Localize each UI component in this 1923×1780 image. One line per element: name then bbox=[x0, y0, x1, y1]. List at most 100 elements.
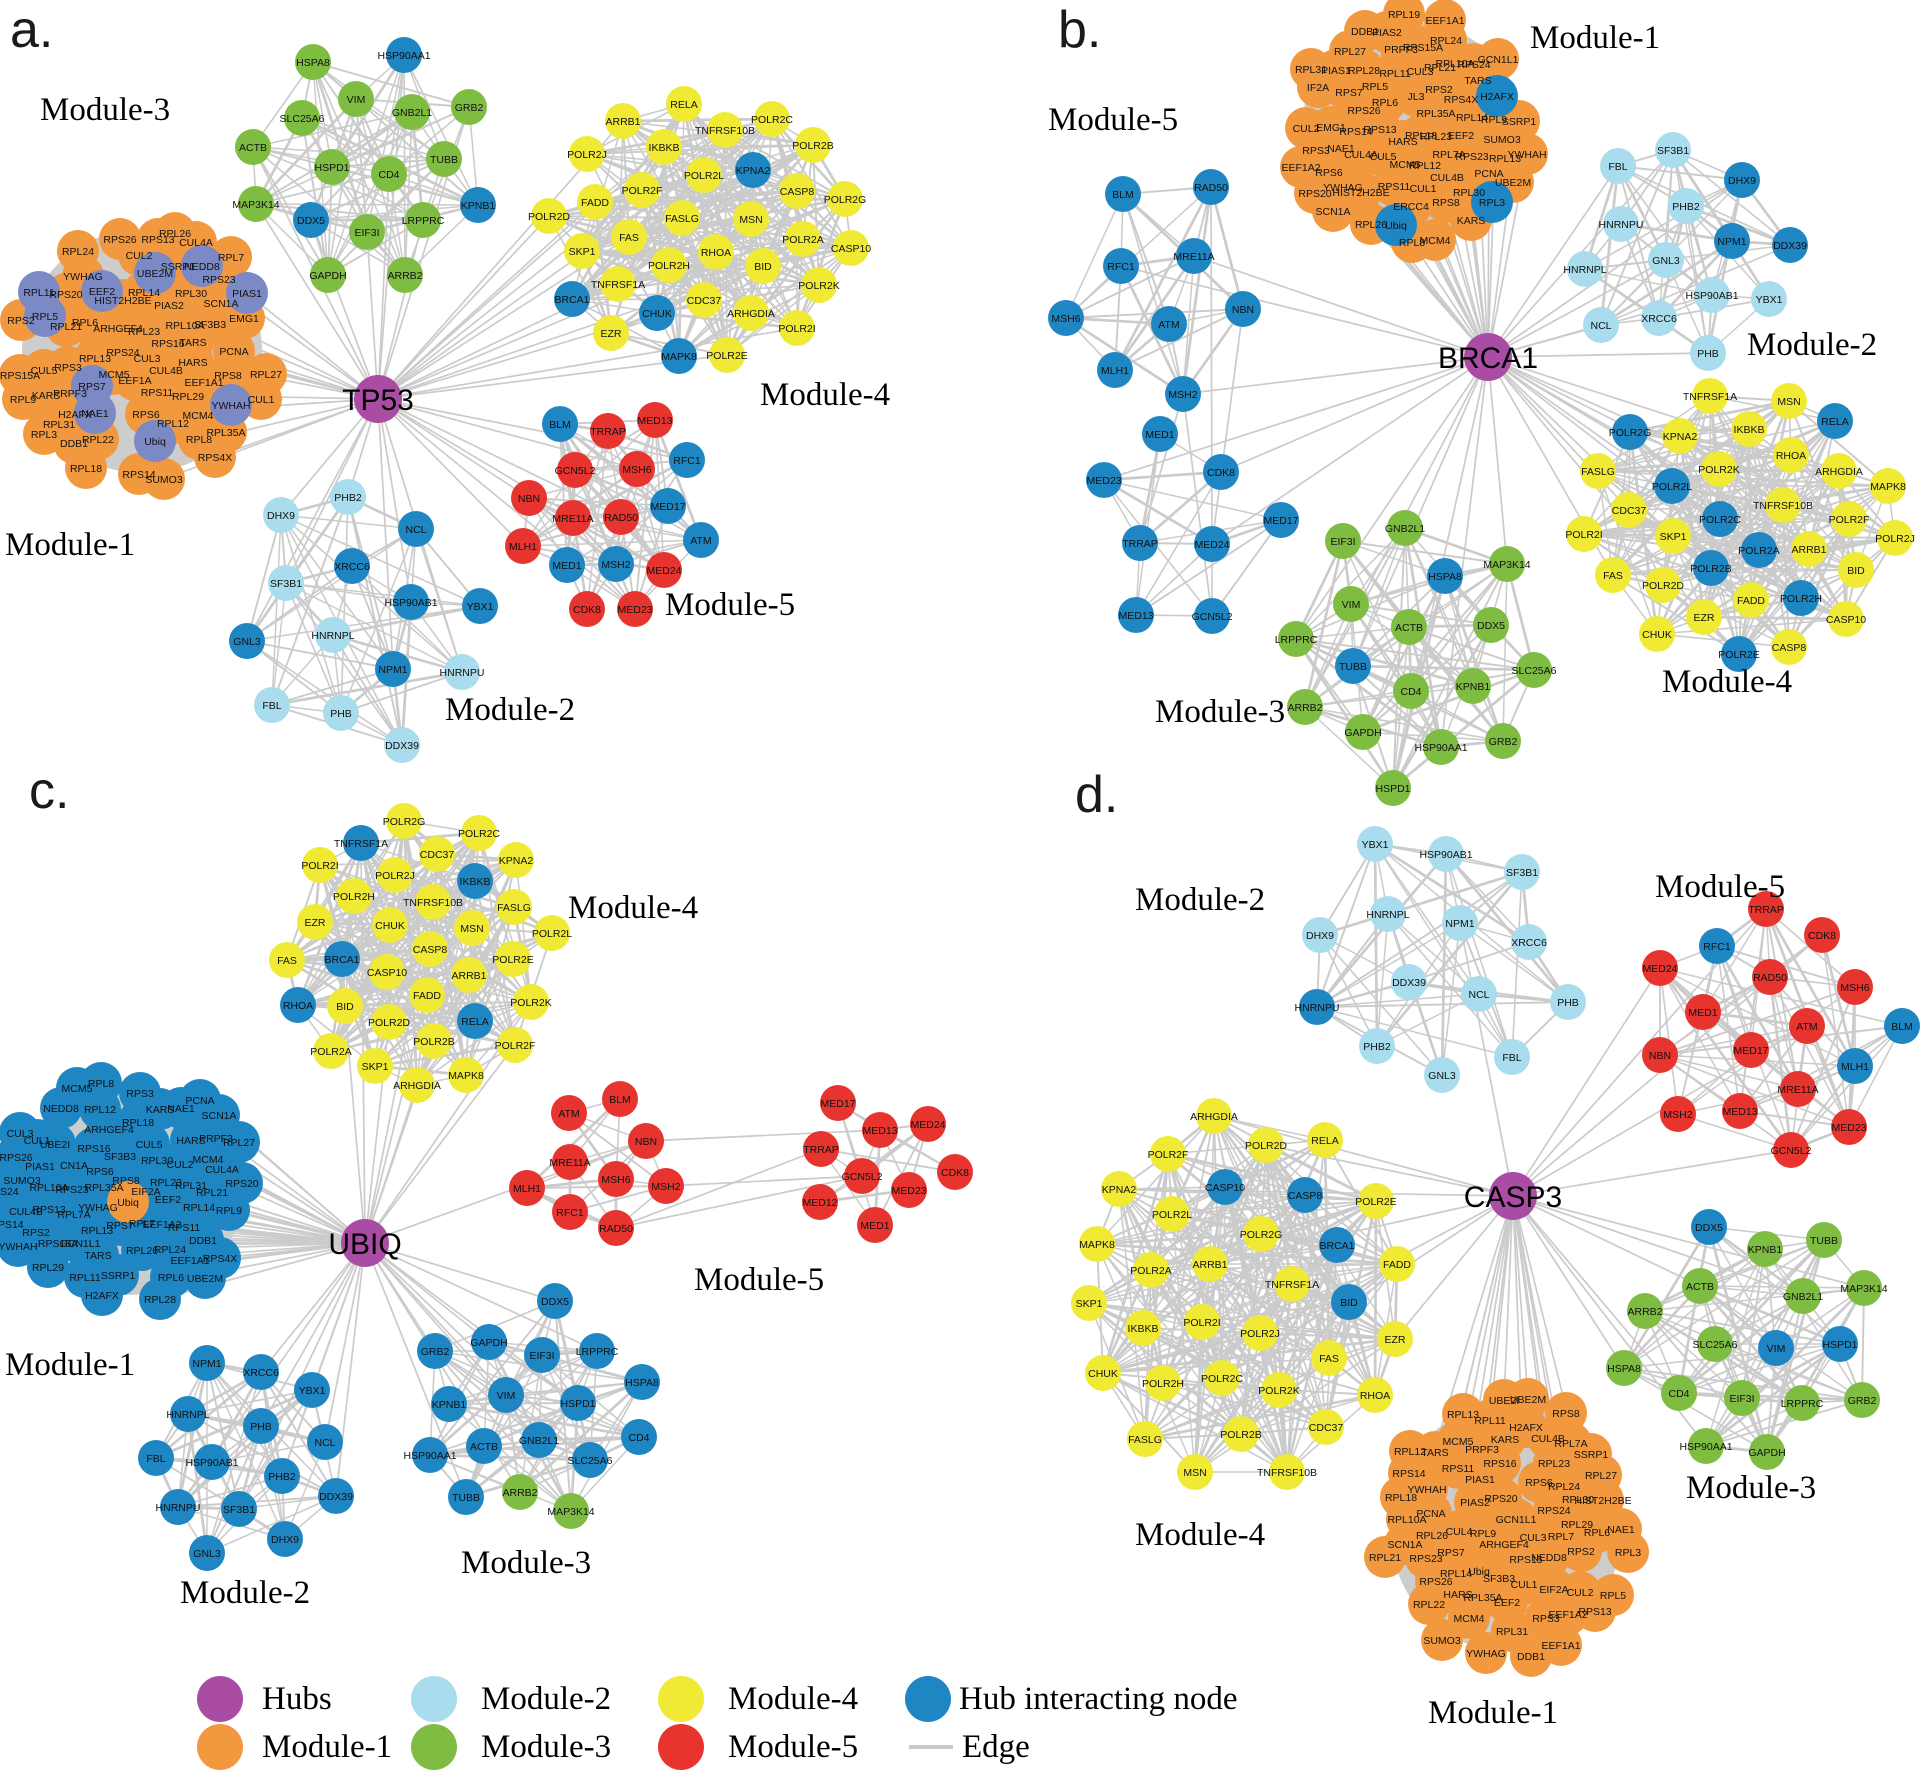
svg-text:ARHGDIA: ARHGDIA bbox=[1815, 466, 1863, 478]
svg-text:FBL: FBL bbox=[146, 1453, 165, 1465]
svg-text:RPS8: RPS8 bbox=[214, 370, 242, 382]
svg-text:HNRNPL: HNRNPL bbox=[166, 1409, 209, 1421]
svg-text:YWHAG: YWHAG bbox=[63, 271, 103, 283]
svg-text:GCN5L2: GCN5L2 bbox=[555, 465, 596, 477]
svg-text:RPL30: RPL30 bbox=[175, 288, 207, 300]
svg-text:c.: c. bbox=[29, 762, 69, 820]
svg-text:CDC37: CDC37 bbox=[687, 295, 722, 307]
svg-text:RPS4X: RPS4X bbox=[198, 452, 232, 464]
svg-text:Module-5: Module-5 bbox=[1655, 869, 1785, 905]
svg-text:RPS14: RPS14 bbox=[1339, 126, 1372, 138]
svg-text:RPL18: RPL18 bbox=[70, 463, 102, 475]
svg-text:TNFRSF1A: TNFRSF1A bbox=[334, 838, 388, 850]
svg-text:CUL2: CUL2 bbox=[126, 250, 153, 262]
svg-text:POLR2A: POLR2A bbox=[310, 1046, 351, 1058]
svg-text:RPL19: RPL19 bbox=[1388, 9, 1420, 21]
svg-text:PIAS1: PIAS1 bbox=[25, 1161, 55, 1173]
svg-text:RPL24: RPL24 bbox=[62, 246, 94, 258]
svg-text:ERCC4: ERCC4 bbox=[1393, 201, 1429, 213]
svg-text:RPL6: RPL6 bbox=[72, 317, 98, 329]
svg-text:HSPD1: HSPD1 bbox=[314, 162, 349, 174]
svg-text:TUBB: TUBB bbox=[1339, 661, 1367, 673]
svg-text:CUL4B: CUL4B bbox=[1430, 172, 1464, 184]
svg-text:FADD: FADD bbox=[1737, 595, 1765, 607]
svg-text:POLR2H: POLR2H bbox=[333, 891, 375, 903]
svg-text:POLR2D: POLR2D bbox=[368, 1017, 410, 1029]
svg-text:RPS3: RPS3 bbox=[1302, 145, 1330, 157]
svg-text:RELA: RELA bbox=[461, 1016, 488, 1028]
svg-text:PRPF3: PRPF3 bbox=[199, 1133, 233, 1145]
svg-text:RPS13: RPS13 bbox=[1363, 124, 1396, 136]
svg-text:CASP8: CASP8 bbox=[780, 186, 815, 198]
svg-text:EIF3I: EIF3I bbox=[1330, 536, 1355, 548]
svg-text:HSPD1: HSPD1 bbox=[560, 1398, 595, 1410]
svg-text:UBIQ: UBIQ bbox=[328, 1228, 401, 1261]
svg-text:Module-4: Module-4 bbox=[760, 377, 890, 413]
svg-text:CD4: CD4 bbox=[378, 169, 399, 181]
svg-text:HSPA8: HSPA8 bbox=[1428, 571, 1462, 583]
svg-text:RPL9: RPL9 bbox=[1470, 1528, 1496, 1540]
svg-text:TRRAP: TRRAP bbox=[803, 1144, 839, 1156]
svg-text:RPS16: RPS16 bbox=[151, 338, 184, 350]
svg-text:H2AFX: H2AFX bbox=[1509, 1422, 1543, 1434]
svg-text:EEF2: EEF2 bbox=[89, 286, 115, 298]
svg-text:RPL29: RPL29 bbox=[1561, 1519, 1593, 1531]
svg-text:TRRAP: TRRAP bbox=[1122, 538, 1158, 550]
svg-text:EIF2A: EIF2A bbox=[131, 1186, 160, 1198]
svg-text:RPS6: RPS6 bbox=[132, 409, 160, 421]
svg-text:BID: BID bbox=[1847, 565, 1865, 577]
svg-text:JL3: JL3 bbox=[1408, 91, 1425, 103]
svg-text:RPS14: RPS14 bbox=[0, 1219, 24, 1231]
svg-text:CUL2: CUL2 bbox=[1293, 123, 1320, 135]
svg-text:ARRB2: ARRB2 bbox=[387, 270, 422, 282]
svg-text:MCM5: MCM5 bbox=[62, 1083, 93, 1095]
svg-text:RPS24: RPS24 bbox=[0, 1186, 19, 1198]
svg-text:RFC1: RFC1 bbox=[1107, 261, 1135, 273]
svg-text:POLR2G: POLR2G bbox=[1240, 1229, 1283, 1241]
svg-text:RPL10A: RPL10A bbox=[29, 1182, 68, 1194]
svg-text:YWHAG: YWHAG bbox=[1466, 1648, 1506, 1660]
svg-text:KPNB1: KPNB1 bbox=[1456, 681, 1491, 693]
svg-text:NAE1: NAE1 bbox=[1327, 143, 1355, 155]
svg-text:MED17: MED17 bbox=[820, 1098, 855, 1110]
svg-text:RPL23: RPL23 bbox=[128, 326, 160, 338]
svg-text:RPL6: RPL6 bbox=[1584, 1527, 1610, 1539]
svg-text:CUL2: CUL2 bbox=[1567, 1587, 1594, 1599]
svg-text:PHB: PHB bbox=[330, 708, 352, 720]
svg-text:GAPDH: GAPDH bbox=[470, 1337, 507, 1349]
svg-text:H2AFX: H2AFX bbox=[85, 1290, 119, 1302]
svg-text:RPL22: RPL22 bbox=[1413, 1599, 1445, 1611]
svg-text:ARHGEF4: ARHGEF4 bbox=[93, 323, 143, 335]
svg-text:SSRP1: SSRP1 bbox=[1574, 1449, 1609, 1461]
svg-text:CDK8: CDK8 bbox=[941, 1167, 969, 1179]
svg-text:EZR: EZR bbox=[1385, 1334, 1406, 1346]
svg-text:NCL: NCL bbox=[1468, 989, 1489, 1001]
svg-text:POLR2G: POLR2G bbox=[383, 816, 426, 828]
svg-text:GNL3: GNL3 bbox=[1428, 1070, 1456, 1082]
svg-text:RPL11: RPL11 bbox=[69, 1272, 100, 1284]
svg-text:RPS20: RPS20 bbox=[49, 289, 82, 301]
svg-text:RPL12: RPL12 bbox=[1409, 160, 1441, 172]
svg-text:SKP1: SKP1 bbox=[362, 1061, 389, 1073]
svg-text:RPL27: RPL27 bbox=[1585, 1470, 1617, 1482]
svg-text:ARRB2: ARRB2 bbox=[1287, 702, 1322, 714]
svg-text:ATM: ATM bbox=[558, 1108, 579, 1120]
svg-text:POLR2L: POLR2L bbox=[684, 170, 724, 182]
svg-text:POLR2J: POLR2J bbox=[1875, 533, 1915, 545]
svg-text:RPL18: RPL18 bbox=[1405, 130, 1437, 142]
svg-text:NPM1: NPM1 bbox=[1445, 918, 1474, 930]
svg-text:MRE11A: MRE11A bbox=[1173, 251, 1214, 263]
svg-text:POLR2C: POLR2C bbox=[751, 114, 793, 126]
svg-text:RPS26: RPS26 bbox=[0, 1152, 33, 1164]
svg-text:RPL12: RPL12 bbox=[1394, 1446, 1426, 1458]
svg-text:LRPPRC: LRPPRC bbox=[402, 215, 445, 227]
svg-text:RPL3: RPL3 bbox=[1615, 1547, 1641, 1559]
svg-text:HIST2H2BE: HIST2H2BE bbox=[1332, 187, 1389, 199]
svg-text:FADD: FADD bbox=[1383, 1259, 1411, 1271]
svg-text:RPL14: RPL14 bbox=[1440, 1568, 1472, 1580]
svg-text:PIAS1: PIAS1 bbox=[232, 288, 262, 300]
svg-text:Module-1: Module-1 bbox=[5, 527, 135, 563]
svg-text:TNFRSF1A: TNFRSF1A bbox=[1265, 1279, 1319, 1291]
svg-text:RPL10A: RPL10A bbox=[165, 320, 204, 332]
svg-text:POLR2K: POLR2K bbox=[1698, 464, 1739, 476]
